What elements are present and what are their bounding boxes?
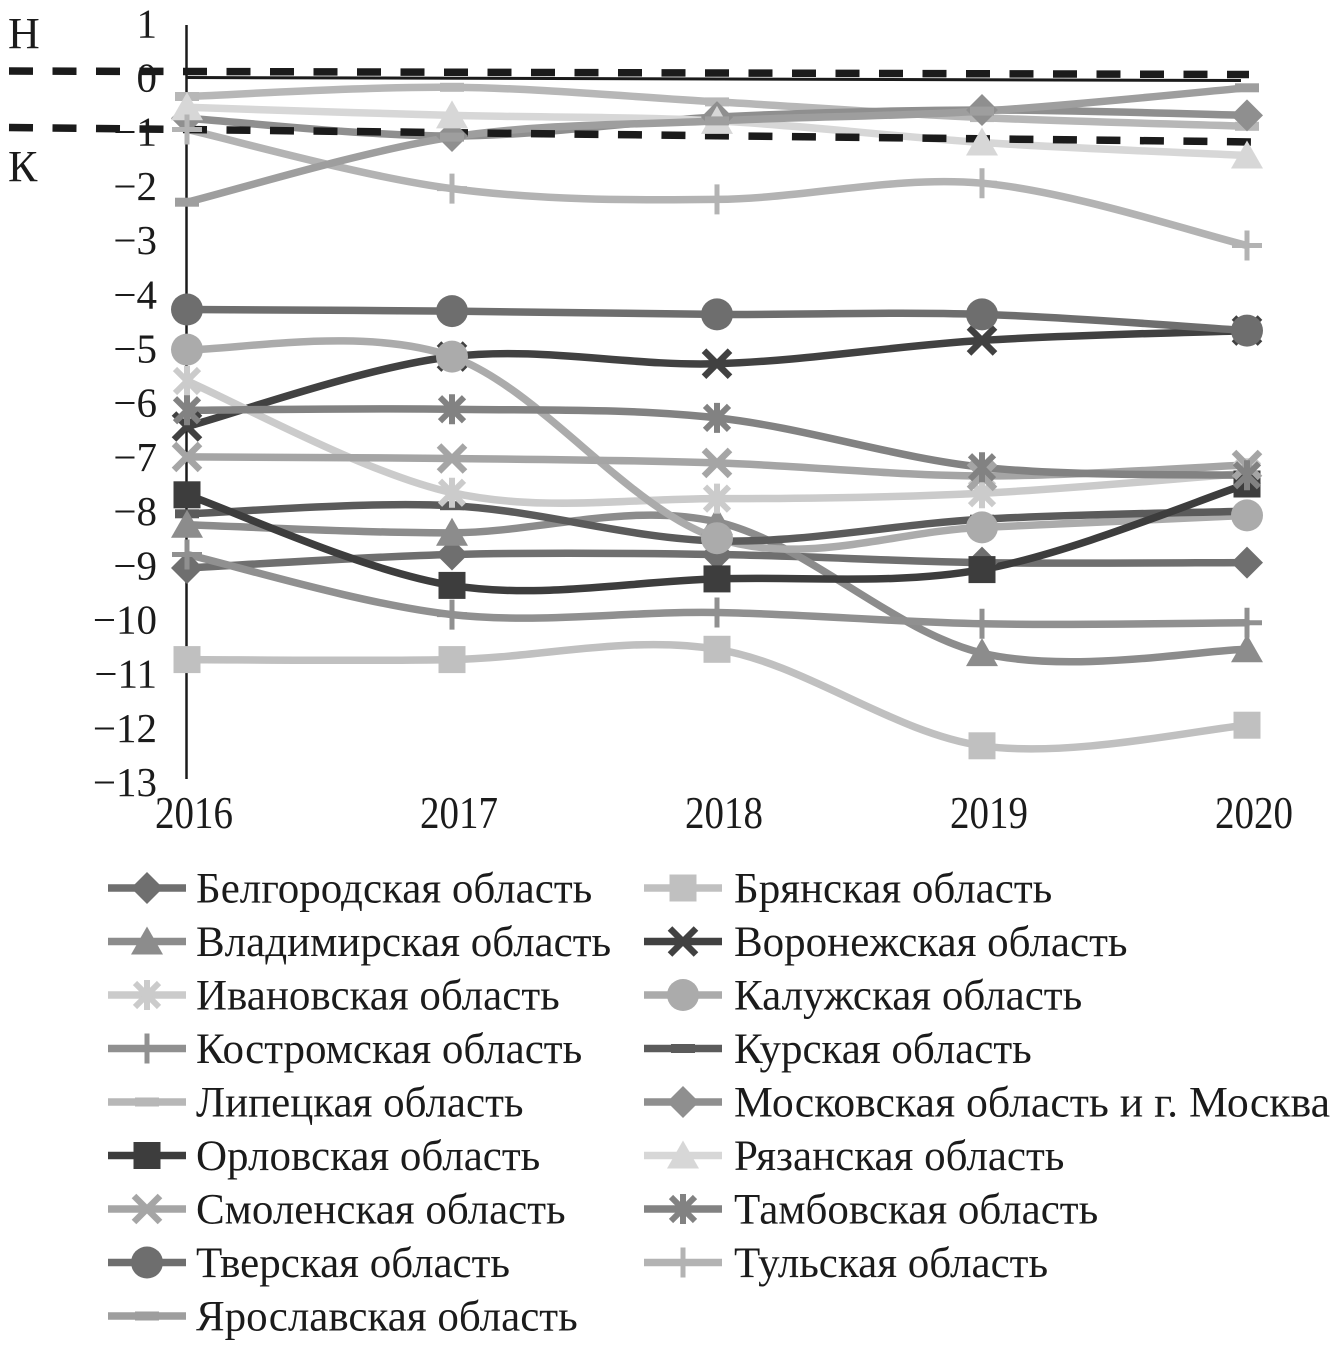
svg-text:Курская область: Курская область [734, 1026, 1032, 1073]
svg-text:Липецкая область: Липецкая область [196, 1080, 523, 1127]
svg-text:Тульская область: Тульская область [734, 1240, 1048, 1287]
svg-text:−10: −10 [93, 597, 157, 643]
svg-text:Калужская область: Калужская область [734, 973, 1082, 1020]
svg-text:0: 0 [137, 55, 158, 101]
svg-text:−12: −12 [93, 705, 157, 751]
svg-text:2016: 2016 [155, 787, 233, 838]
svg-text:Н: Н [8, 9, 40, 58]
svg-text:Тамбовская область: Тамбовская область [734, 1187, 1098, 1234]
svg-text:−13: −13 [93, 759, 157, 805]
svg-text:Ивановская область: Ивановская область [196, 973, 560, 1020]
svg-text:Рязанская область: Рязанская область [734, 1133, 1064, 1180]
svg-text:−3: −3 [113, 217, 157, 263]
svg-text:Ярославская область: Ярославская область [196, 1294, 578, 1341]
svg-text:Смоленская область: Смоленская область [196, 1187, 566, 1234]
svg-text:−6: −6 [113, 380, 157, 426]
svg-text:−2: −2 [113, 163, 157, 209]
svg-text:Костромская область: Костромская область [196, 1026, 582, 1073]
svg-text:−4: −4 [113, 271, 157, 317]
svg-text:Тверская область: Тверская область [196, 1240, 510, 1287]
svg-text:Белгородская область: Белгородская область [196, 866, 592, 913]
svg-text:−11: −11 [94, 651, 157, 697]
svg-text:Орловская область: Орловская область [196, 1133, 540, 1180]
svg-text:−9: −9 [113, 542, 157, 588]
svg-text:Воронежская область: Воронежская область [734, 919, 1128, 966]
svg-text:2017: 2017 [420, 787, 498, 838]
svg-text:Владимирская область: Владимирская область [196, 919, 611, 966]
svg-text:2020: 2020 [1215, 787, 1293, 838]
svg-text:Московская область и г. Москва: Московская область и г. Москва [734, 1080, 1330, 1127]
svg-text:−7: −7 [113, 434, 157, 480]
svg-text:К: К [8, 142, 38, 191]
svg-text:−8: −8 [113, 488, 157, 534]
svg-text:2019: 2019 [950, 787, 1028, 838]
svg-text:1: 1 [137, 0, 158, 46]
svg-text:2018: 2018 [685, 787, 763, 838]
svg-text:Брянская область: Брянская область [734, 866, 1052, 913]
svg-text:−5: −5 [113, 326, 157, 372]
